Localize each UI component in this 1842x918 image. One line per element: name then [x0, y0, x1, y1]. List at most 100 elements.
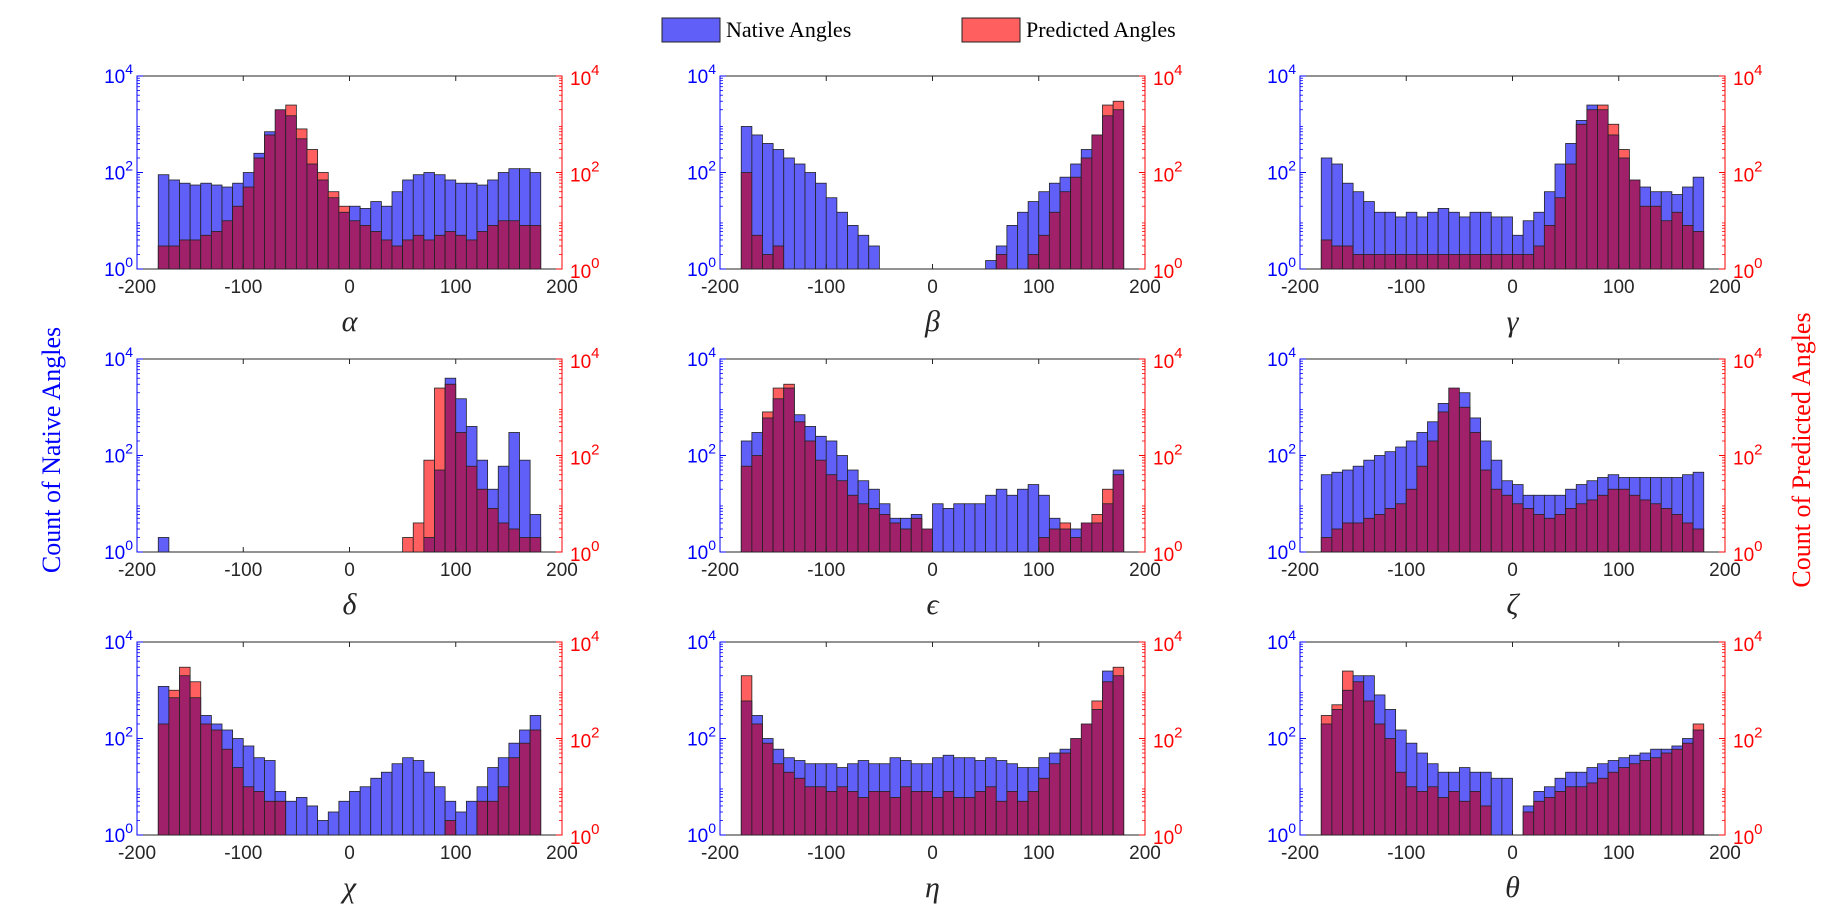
- native-bar: [370, 777, 382, 836]
- native-bar: [974, 503, 987, 553]
- y-tick-label-left: 100: [104, 254, 133, 281]
- y-tick-label-left: 104: [104, 627, 133, 654]
- overlap-bar: [1469, 254, 1482, 270]
- overlap-bar: [242, 186, 255, 270]
- overlap-bar: [1522, 254, 1535, 270]
- x-axis-name: η: [925, 871, 940, 904]
- overlap-bar: [476, 231, 489, 270]
- overlap-bar: [1660, 508, 1673, 553]
- overlap-bar: [200, 723, 212, 836]
- y-tick-label-left: 102: [104, 724, 133, 751]
- overlap-bar: [508, 757, 520, 836]
- overlap-bar: [772, 245, 785, 270]
- overlap-bar: [1363, 517, 1375, 553]
- overlap-bar: [751, 455, 763, 553]
- overlap-bar: [1448, 254, 1460, 270]
- overlap-bar: [221, 748, 234, 836]
- y-tick-label-right: 104: [1153, 628, 1182, 656]
- native-bar: [868, 245, 880, 270]
- overlap-bar: [1331, 528, 1343, 553]
- overlap-bar: [762, 417, 774, 553]
- x-tick-label: 0: [927, 843, 938, 864]
- overlap-bar: [740, 700, 753, 836]
- overlap-bar: [264, 800, 276, 836]
- overlap-bar: [444, 820, 457, 836]
- overlap-bar: [274, 800, 287, 836]
- overlap-bar: [242, 786, 255, 836]
- native-bar: [1490, 777, 1503, 836]
- overlap-bar: [762, 254, 774, 270]
- legend: Native Angles Predicted Angles: [661, 17, 1176, 43]
- legend-native-swatch: [661, 17, 721, 43]
- y-tick-label-left: 100: [687, 254, 716, 281]
- overlap-bar: [1027, 791, 1040, 836]
- overlap-bar: [232, 205, 244, 270]
- overlap-bar: [751, 234, 763, 270]
- overlap-bar: [857, 797, 870, 836]
- native-bar: [285, 800, 297, 836]
- overlap-bar: [1586, 109, 1598, 270]
- y-tick-label-right: 100: [1733, 821, 1762, 849]
- overlap-bar: [1639, 499, 1652, 553]
- x-tick-label: 0: [1507, 277, 1518, 298]
- y-tick-label-left: 100: [1267, 254, 1296, 281]
- overlap-bar: [519, 537, 531, 553]
- overlap-bar: [1480, 254, 1492, 270]
- overlap-bar: [1543, 797, 1556, 836]
- overlap-bar: [1565, 786, 1577, 836]
- overlap-bar: [1586, 499, 1598, 553]
- native-bar: [1027, 484, 1040, 553]
- overlap-bar: [1501, 254, 1513, 270]
- overlap-bar: [1373, 254, 1386, 270]
- overlap-bar: [900, 528, 912, 553]
- overlap-bar: [1416, 791, 1428, 836]
- overlap-bar: [878, 514, 891, 553]
- overlap-bar: [497, 220, 510, 270]
- x-tick-label: 0: [1507, 843, 1518, 864]
- y-tick-label-right: 102: [1733, 159, 1762, 187]
- overlap-bar: [1618, 157, 1630, 270]
- overlap-bar: [921, 528, 933, 553]
- overlap-bar: [1102, 115, 1114, 270]
- native-bar: [1006, 494, 1018, 553]
- overlap-bar: [1384, 738, 1397, 836]
- overlap-bar: [1331, 709, 1343, 836]
- overlap-bar: [402, 239, 414, 270]
- overlap-bar: [455, 432, 467, 553]
- overlap-bar: [1427, 440, 1439, 553]
- overlap-bar: [793, 777, 806, 836]
- overlap-bar: [1405, 786, 1418, 836]
- x-axis-name: δ: [343, 588, 358, 621]
- native-bar: [295, 797, 308, 836]
- overlap-bar: [1554, 197, 1567, 270]
- overlap-bar: [1373, 514, 1386, 553]
- y-tick-label-right: 102: [1153, 725, 1182, 753]
- native-bar: [815, 182, 827, 270]
- overlap-bar: [804, 786, 817, 836]
- overlap-bar: [529, 729, 542, 836]
- overlap-bar: [1448, 387, 1460, 553]
- overlap-bar: [1671, 514, 1683, 553]
- y-tick-label-left: 100: [104, 820, 133, 847]
- overlap-bar: [253, 791, 265, 836]
- overlap-bar: [1384, 254, 1397, 270]
- overlap-bar: [1320, 723, 1333, 836]
- overlap-bar: [497, 522, 510, 553]
- y-tick-label-right: 102: [1733, 442, 1762, 470]
- x-tick-label: -100: [1387, 277, 1425, 298]
- overlap-bar: [306, 163, 319, 270]
- overlap-bar: [232, 767, 244, 836]
- x-tick-label: 100: [1023, 843, 1055, 864]
- y-tick-label-left: 100: [687, 820, 716, 847]
- overlap-bar: [264, 134, 276, 270]
- x-tick-label: -200: [701, 843, 739, 864]
- native-bar: [985, 494, 997, 553]
- y-tick-label-right: 100: [570, 538, 599, 566]
- native-bar: [402, 757, 414, 836]
- overlap-bar: [1533, 514, 1545, 553]
- x-tick-label: -200: [1281, 560, 1319, 581]
- y-tick-label-right: 100: [570, 821, 599, 849]
- x-axis-name: ϵ: [926, 588, 940, 621]
- overlap-bar: [1660, 220, 1673, 270]
